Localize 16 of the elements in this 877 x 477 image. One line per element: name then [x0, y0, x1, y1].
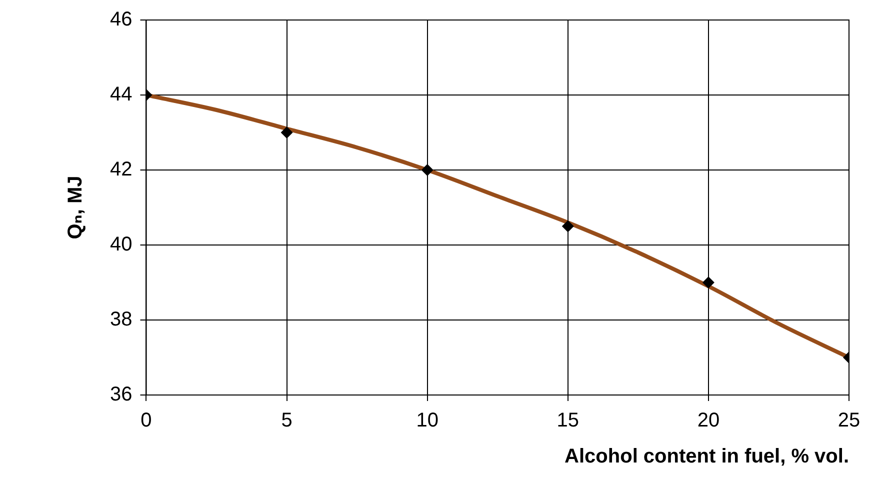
x-axis-title: Alcohol content in fuel, % vol.: [564, 446, 849, 468]
point: [562, 220, 574, 232]
y-tick-label: 40: [110, 234, 132, 256]
x-tick-label: 10: [416, 410, 438, 432]
y-tick-label: 44: [110, 84, 132, 106]
y-tick-label: 42: [110, 158, 132, 181]
x-tick-label: 20: [697, 410, 720, 432]
y-axis-title: Qₙ, MJ: [64, 176, 87, 240]
x-tick-label: 15: [556, 410, 580, 432]
y-tick-label: 38: [110, 308, 132, 331]
x-tick-label: 25: [838, 410, 860, 432]
x-tick-label: 0: [140, 410, 152, 432]
x-tick-label: 5: [281, 410, 292, 432]
point: [421, 164, 434, 176]
y-tick-label: 36: [110, 384, 132, 406]
y-tick-label: 46: [110, 8, 132, 31]
